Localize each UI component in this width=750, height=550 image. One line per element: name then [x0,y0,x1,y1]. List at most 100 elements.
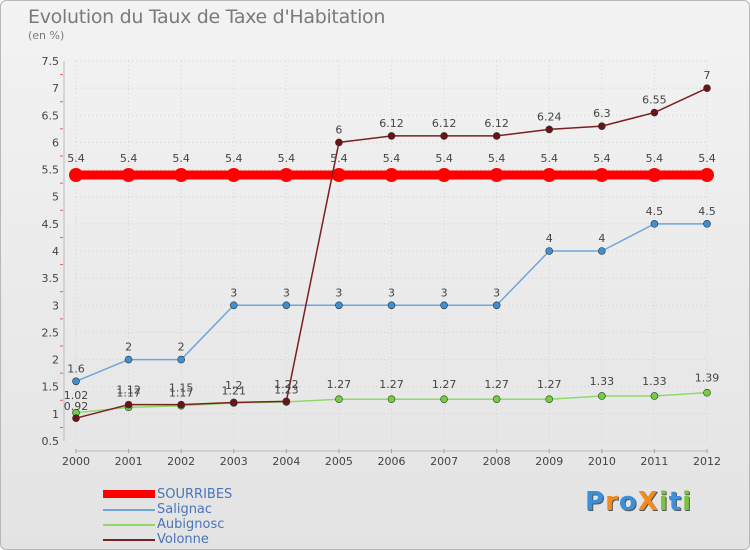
data-label-volonne: 6.55 [642,94,667,107]
data-label-volonne: 6.12 [379,117,404,130]
y-tick-label: 7.5 [42,55,60,68]
data-point-salignac [282,301,291,310]
data-label-sourribes: 5.4 [646,152,664,165]
data-point-volonne [387,132,396,140]
data-point-volonne [335,138,343,147]
data-point-salignac [545,247,554,255]
data-point-sourribes [279,168,294,182]
data-point-salignac [229,301,238,310]
data-point-volonne [598,122,606,130]
data-label-salignac: 3 [335,286,342,299]
data-point-sourribes [69,168,83,182]
data-label-aubignosc: 1.33 [642,375,667,388]
data-label-volonne: 6.12 [484,117,509,130]
x-tick-label: 2001 [115,455,143,468]
data-label-sourribes: 5.4 [278,152,296,165]
data-label-salignac: 2 [178,341,185,354]
data-label-sourribes: 5.4 [172,152,190,165]
data-label-volonne: 1.23 [274,383,299,396]
data-point-sourribes [489,168,504,182]
legend-swatch [103,509,155,511]
data-label-salignac: 1.6 [67,362,85,375]
data-point-sourribes [174,168,189,182]
y-tick-label: 6 [52,136,59,149]
x-tick-label: 2005 [325,455,353,468]
data-label-salignac: 4 [546,232,553,245]
y-tick-label: 5 [52,191,59,204]
legend-label: Aubignosc [157,517,225,532]
data-point-salignac [703,220,711,228]
data-point-aubignosc [387,395,396,404]
data-point-aubignosc [650,392,659,400]
data-point-volonne [545,125,554,134]
data-point-sourribes [331,168,346,182]
data-label-salignac: 2 [125,341,132,354]
legend-label: Salignac [157,502,213,517]
y-tick-label: 6.5 [42,109,60,122]
x-tick-label: 2004 [272,455,300,468]
data-label-sourribes: 5.4 [120,152,138,165]
data-point-aubignosc [492,395,501,404]
y-tick-label: 2.5 [42,326,60,339]
data-point-aubignosc [703,388,711,397]
data-label-salignac: 3 [441,286,448,299]
legend-label: Volonne [157,532,209,547]
data-label-volonne: 6 [335,123,342,136]
data-point-aubignosc [440,395,448,404]
data-label-volonne: 1.17 [169,387,194,400]
y-tick-label: 2 [52,354,59,367]
data-point-volonne [440,132,448,140]
data-point-sourribes [226,168,241,182]
data-label-aubignosc: 1.2 [225,379,243,392]
data-point-salignac [72,377,80,386]
data-point-salignac [177,355,185,364]
data-label-aubignosc: 1.27 [537,378,562,391]
data-label-salignac: 3 [388,286,395,299]
data-point-aubignosc [598,392,606,400]
data-label-volonne: 7 [704,69,711,82]
x-tick-label: 2008 [483,455,511,468]
data-label-volonne: 6.3 [593,107,611,120]
x-tick-label: 2007 [430,455,458,468]
data-label-sourribes: 5.4 [488,152,506,165]
data-label-sourribes: 5.4 [225,152,243,165]
data-point-salignac [650,220,659,228]
proxiti-logo: ProXiti [585,487,693,517]
data-label-aubignosc: 1.27 [327,378,352,391]
x-tick-label: 2006 [378,455,406,468]
data-label-volonne: 1.17 [116,387,141,400]
x-tick-label: 2002 [167,455,195,468]
legend-swatch [103,524,155,526]
data-point-aubignosc [545,395,554,404]
data-point-volonne [703,84,711,92]
data-label-sourribes: 5.4 [67,152,85,165]
y-tick-label: 1 [52,408,59,421]
y-tick-label: 3 [52,299,59,312]
data-point-sourribes [542,168,557,182]
legend-swatch [103,539,155,541]
data-point-volonne [492,132,501,140]
data-label-aubignosc: 1.27 [432,378,457,391]
data-label-aubignosc: 1.33 [590,375,615,388]
y-tick-label: 3.5 [42,272,60,285]
x-tick-label: 2003 [220,455,248,468]
data-point-sourribes [437,168,452,182]
data-point-sourribes [594,168,609,182]
data-point-sourribes [647,168,662,182]
y-tick-label: 4.5 [42,218,60,231]
legend-label: SOURRIBES [157,487,233,502]
data-label-salignac: 3 [493,286,500,299]
data-point-volonne [124,400,133,409]
data-label-salignac: 4.5 [646,205,664,218]
x-tick-label: 2011 [640,455,668,468]
data-point-salignac [335,301,343,310]
y-axis-unit: (en %) [28,29,65,42]
data-point-volonne [229,398,238,407]
x-tick-label: 2012 [693,455,721,468]
data-label-aubignosc: 1.27 [484,378,509,391]
data-label-aubignosc: 1.39 [695,372,720,385]
y-tick-label: 5.5 [42,164,60,177]
y-tick-label: 1.5 [42,381,60,394]
